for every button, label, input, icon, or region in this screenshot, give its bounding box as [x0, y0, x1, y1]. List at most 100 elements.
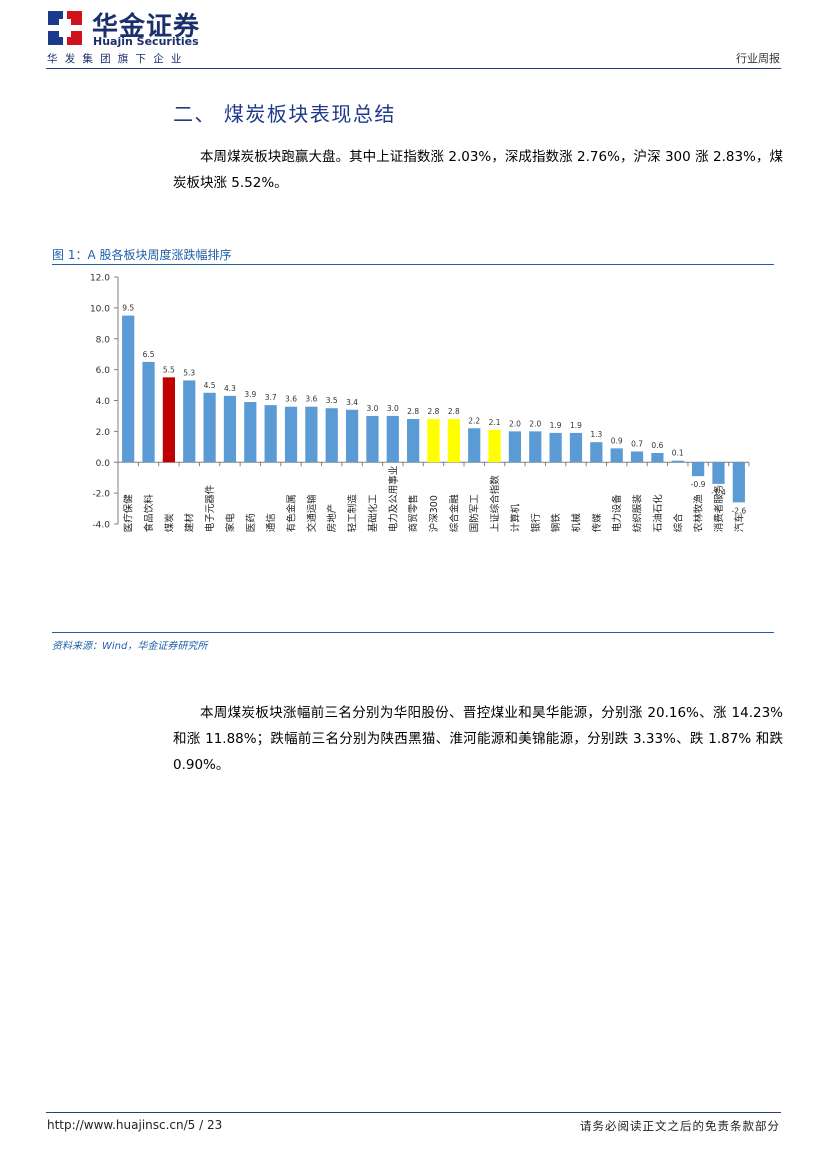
- data-label: 3.0: [366, 404, 378, 413]
- bar: [183, 380, 196, 463]
- sector-weekly-change-chart: 12.0 10.0 8.0 6.0 4.0 2.0 0.0 -2.0 -4.0 9.5 医疗保健 6.…: [90, 274, 750, 533]
- category-label: 食品饮料: [143, 494, 155, 533]
- category-label: 交通运输: [306, 494, 318, 533]
- figure-title: 图 1：A 股各板块周度涨跌幅排序: [52, 248, 232, 262]
- stock-performance-paragraph: 本周煤炭板块涨幅前三名分别为华阳股份、晋控煤业和昊华能源，分别涨 20.16%、…: [173, 705, 783, 773]
- y-tick-label: 6.0: [96, 366, 111, 376]
- data-label: 0.6: [651, 441, 663, 450]
- data-label: 2.2: [468, 416, 480, 425]
- bar: [549, 432, 562, 463]
- data-label: 3.5: [326, 396, 338, 405]
- bar: [569, 432, 583, 463]
- data-label: 1.9: [570, 421, 582, 430]
- data-label: 2.1: [489, 418, 501, 427]
- y-tick-label: 10.0: [90, 304, 110, 314]
- section-title: 二、 煤炭板块表现总结: [173, 102, 396, 126]
- data-label: -0.9: [691, 480, 706, 489]
- category-label: 纺织服装: [632, 494, 644, 533]
- bar: [203, 392, 216, 463]
- huajin-logo-icon: [46, 9, 84, 47]
- brand-name-cn: 华金证券: [92, 12, 201, 42]
- category-label: 煤炭: [163, 513, 175, 533]
- header-divider: [46, 68, 781, 69]
- data-label: 4.5: [204, 381, 216, 390]
- data-label: -1.4: [711, 488, 726, 497]
- figure-bottom-rule: [52, 632, 774, 633]
- category-label: 银行: [530, 513, 542, 533]
- category-label: 上证综合指数: [489, 475, 501, 533]
- bar: [712, 462, 725, 484]
- data-label: 3.6: [285, 395, 297, 404]
- bar: [162, 377, 175, 463]
- category-label: 有色金属: [286, 494, 298, 532]
- bar: [610, 448, 623, 463]
- bar: [345, 409, 359, 463]
- summary-paragraph: 本周煤炭板块跑赢大盘。其中上证指数涨 2.03%，深成指数涨 2.76%，沪深 …: [173, 149, 783, 191]
- data-label: 0.7: [631, 439, 643, 448]
- y-tick-label: 2.0: [96, 428, 111, 438]
- data-label: 2.0: [509, 419, 521, 428]
- data-label: 5.3: [183, 368, 195, 377]
- data-label: 4.3: [224, 384, 236, 393]
- category-label: 电力及公用事业: [387, 466, 399, 533]
- y-tick-label: -4.0: [92, 521, 110, 531]
- report-type: 行业周报: [736, 52, 780, 65]
- category-label: 房地产: [326, 504, 338, 533]
- data-label: 6.5: [143, 350, 155, 359]
- data-label: 2.8: [407, 407, 419, 416]
- bar: [244, 402, 257, 463]
- data-label: 1.9: [550, 421, 562, 430]
- bar: [122, 315, 135, 463]
- category-label: 通信: [265, 513, 277, 532]
- category-label: 沪深300: [428, 495, 440, 532]
- bar: [651, 452, 664, 463]
- bar: [386, 415, 399, 463]
- category-label: 汽车: [733, 513, 745, 532]
- footer-url[interactable]: http://www.huajinsc.cn/: [47, 1118, 188, 1132]
- category-label: 医疗保健: [123, 494, 135, 533]
- bar: [671, 460, 684, 463]
- brand-name-en: Huajin Securities: [93, 35, 199, 48]
- bar: [732, 462, 745, 503]
- data-label: 5.5: [163, 365, 175, 374]
- data-label: 3.9: [244, 390, 256, 399]
- data-label: 0.1: [672, 449, 684, 458]
- bar: [692, 462, 705, 477]
- bar: [427, 419, 440, 463]
- category-label: 计算机: [509, 503, 521, 532]
- footer-url-page: http://www.huajinsc.cn/5 / 23: [47, 1118, 222, 1132]
- data-label: 3.7: [265, 393, 277, 402]
- category-label: 医药: [246, 513, 257, 532]
- bar: [305, 406, 318, 463]
- data-label: 2.8: [428, 407, 440, 416]
- category-label: 国防军工: [469, 494, 481, 533]
- data-label: 0.9: [611, 436, 623, 445]
- bar: [407, 419, 420, 463]
- category-label: 轻工制造: [347, 494, 359, 533]
- bar: [366, 415, 379, 463]
- y-tick-label: 12.0: [90, 274, 110, 284]
- bar: [488, 429, 501, 463]
- category-label: 综合: [672, 513, 684, 533]
- bar: [590, 442, 603, 463]
- category-label: 消费者服务: [713, 484, 725, 532]
- figure-top-rule: [52, 264, 774, 265]
- bar: [508, 431, 522, 463]
- y-tick-label: 4.0: [96, 397, 111, 407]
- category-label: 电子元器件: [204, 484, 216, 532]
- category-label: 钢铁: [550, 513, 562, 533]
- data-label: 9.5: [122, 304, 134, 313]
- category-label: 基础化工: [367, 494, 379, 533]
- y-tick-label: -2.0: [92, 490, 110, 500]
- data-label: 2.0: [529, 419, 541, 428]
- bar: [325, 408, 338, 463]
- footer-page: 5 / 23: [187, 1118, 223, 1132]
- bar: [529, 431, 542, 463]
- data-label: 3.0: [387, 404, 399, 413]
- y-tick-label: 8.0: [96, 335, 111, 345]
- bar: [284, 406, 298, 463]
- data-label: 3.6: [305, 395, 317, 404]
- category-label: 家电: [224, 513, 236, 533]
- category-label: 石油石化: [652, 494, 664, 533]
- category-label: 机械: [570, 513, 582, 533]
